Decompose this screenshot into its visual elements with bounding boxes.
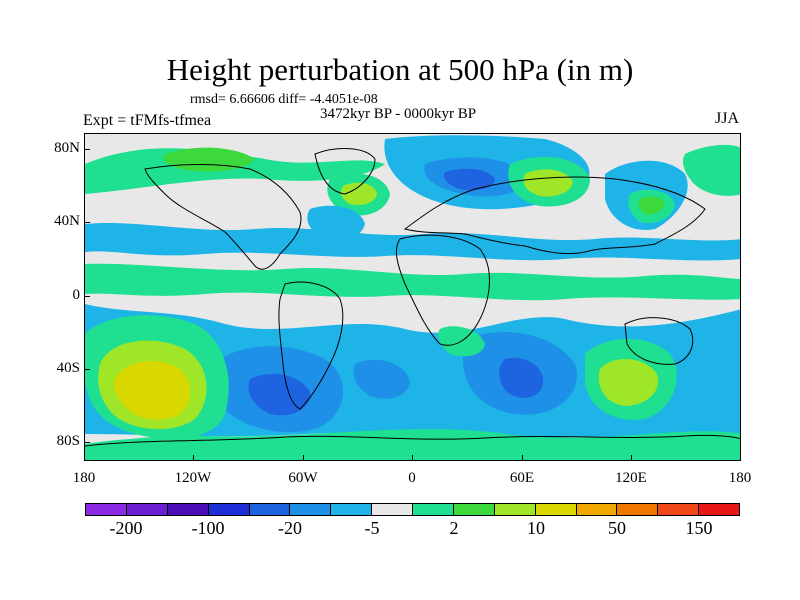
australia-positive-core — [598, 358, 659, 406]
x-label-0: 0 — [408, 470, 416, 486]
colorbar-box — [290, 504, 332, 515]
north-atlantic-positive-core — [341, 182, 377, 206]
colorbar-box — [126, 504, 168, 515]
colorbar-label: -100 — [191, 518, 225, 538]
coastline-eurasia — [403, 176, 706, 255]
x-tick-180e — [740, 455, 741, 461]
south-atlantic-negative — [353, 359, 410, 399]
anomaly-map — [85, 134, 740, 460]
colorbar-box — [413, 504, 454, 515]
colorbar-box — [617, 504, 659, 515]
x-label-120e: 120E — [615, 470, 647, 486]
y-label-40n: 40N — [54, 213, 80, 229]
y-label-80n: 80N — [54, 140, 80, 156]
y-tick-0 — [84, 296, 90, 297]
tropical-positive-band — [85, 263, 740, 301]
east-asia-positive-core — [638, 196, 665, 215]
colorbar-box — [453, 504, 495, 515]
x-tick-0 — [412, 455, 413, 461]
coastline-greenland — [314, 148, 376, 195]
eurasia-negative-deep — [443, 168, 495, 191]
plot-title: Height perturbation at 500 hPa (in m) — [166, 52, 634, 87]
y-label-40s: 40S — [56, 360, 80, 376]
x-tick-180w — [84, 455, 85, 461]
colorbar-label: 150 — [685, 518, 713, 538]
x-label-180w: 180 — [72, 470, 96, 486]
x-label-60w: 60W — [288, 470, 318, 486]
coastline-south-america — [278, 281, 344, 410]
colorbar-box — [372, 504, 413, 515]
x-tick-120w — [193, 455, 194, 461]
coastline-africa — [395, 234, 490, 346]
central-asia-positive-core — [523, 169, 573, 197]
arctic-positive-band — [85, 148, 385, 194]
south-pacific-positive-core — [114, 361, 191, 420]
colorbar-box — [535, 504, 577, 515]
indian-ocean-core — [499, 357, 544, 398]
y-tick-80n — [84, 149, 90, 150]
colorbar-box — [494, 504, 536, 515]
colorbar — [85, 503, 740, 516]
x-tick-60w — [303, 455, 304, 461]
y-label-80s: 80S — [56, 433, 80, 449]
colorbar-box — [167, 504, 209, 515]
colorbar-label: 10 — [527, 518, 545, 538]
colorbar-box — [208, 504, 250, 515]
colorbar-box — [86, 504, 127, 515]
colorbar-box — [699, 504, 739, 515]
arctic-positive-core — [163, 147, 255, 172]
colorbar-label: -5 — [364, 518, 380, 538]
y-tick-40n — [84, 222, 90, 223]
coastline-australia — [624, 317, 694, 365]
x-label-120w: 120W — [174, 470, 212, 486]
colorbar-box — [249, 504, 291, 515]
y-tick-40s — [84, 369, 90, 370]
colorbar-box — [331, 504, 373, 515]
stats-text: rmsd= 6.66606 diff= -4.4051e-08 — [190, 92, 378, 107]
x-label-60e: 60E — [509, 470, 535, 486]
colorbar-box — [658, 504, 700, 515]
colorbar-label: -200 — [109, 518, 143, 538]
colorbar-box — [576, 504, 618, 515]
y-label-0: 0 — [72, 287, 81, 303]
colorbar-label: 50 — [608, 518, 626, 538]
southern-ocean-positive — [85, 429, 740, 460]
plot-subtitle: 3472kyr BP - 0000kyr BP — [320, 106, 477, 122]
colorbar-label: -20 — [278, 518, 302, 538]
x-tick-120e — [631, 455, 632, 461]
colorbar-label: 2 — [449, 518, 459, 538]
tropical-negative-band — [85, 222, 740, 261]
y-tick-80s — [84, 442, 90, 443]
coastline-antarctica — [85, 434, 740, 447]
north-pacific-east-positive — [682, 144, 740, 196]
coastline-north-america — [144, 163, 302, 270]
experiment-label: Expt = tFMfs-tfmea — [83, 112, 212, 129]
x-label-180e: 180 — [728, 470, 752, 486]
x-tick-60e — [522, 455, 523, 461]
coastlines — [85, 148, 740, 447]
map-panel — [84, 133, 741, 461]
season-label: JJA — [715, 110, 740, 127]
